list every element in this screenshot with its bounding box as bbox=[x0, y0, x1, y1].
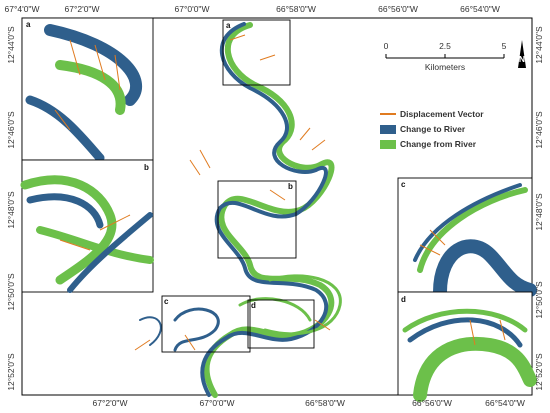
box-label: b bbox=[288, 182, 293, 191]
right-label: 12°46'0"S bbox=[534, 111, 544, 149]
legend-label: Change from River bbox=[400, 139, 477, 149]
top-label: 66°54'0"W bbox=[460, 4, 500, 14]
right-label: 12°48'0"S bbox=[534, 193, 544, 231]
vectors bbox=[134, 34, 331, 351]
inset-box-b bbox=[217, 180, 297, 259]
main-river bbox=[139, 22, 342, 398]
inset-c: c bbox=[397, 177, 537, 299]
inset-box-a bbox=[222, 19, 291, 86]
top-label: 67°4'0"W bbox=[5, 4, 40, 14]
box-label: d bbox=[251, 301, 256, 310]
bottom-label: 66°56'0"W bbox=[412, 398, 452, 408]
right-label: 12°52'0"S bbox=[534, 353, 544, 391]
inset-box-d bbox=[247, 299, 315, 349]
legend-label: Displacement Vector bbox=[400, 109, 484, 119]
top-label: 67°0'0"W bbox=[175, 4, 210, 14]
top-label: 67°2'0"W bbox=[65, 4, 100, 14]
bottom-label: 67°0'0"W bbox=[200, 398, 235, 408]
scale-unit: Kilometers bbox=[425, 62, 465, 72]
inset-b: b bbox=[20, 159, 154, 293]
bottom-label: 66°54'0"W bbox=[485, 398, 525, 408]
inset-label: a bbox=[26, 20, 31, 29]
left-label: 12°44'0"S bbox=[6, 26, 16, 64]
scale-bar: 0 2.5 5 Kilometers bbox=[384, 41, 507, 72]
top-label: 66°58'0"W bbox=[276, 4, 316, 14]
scale-tick: 0 bbox=[384, 41, 389, 51]
inset-d: d bbox=[397, 291, 537, 402]
left-label: 12°52'0"S bbox=[6, 353, 16, 391]
inset-a: a bbox=[21, 17, 154, 163]
box-label: a bbox=[226, 21, 231, 30]
left-label: 12°46'0"S bbox=[6, 111, 16, 149]
scale-tick: 5 bbox=[502, 41, 507, 51]
left-label: 12°48'0"S bbox=[6, 191, 16, 229]
legend-label: Change to River bbox=[400, 124, 466, 134]
inset-label: b bbox=[144, 163, 149, 172]
left-label: 12°50'0"S bbox=[6, 273, 16, 311]
scale-tick: 2.5 bbox=[439, 41, 451, 51]
right-label: 12°50'0"S bbox=[534, 281, 544, 319]
bottom-label: 67°2'0"W bbox=[93, 398, 128, 408]
top-label: 66°56'0"W bbox=[378, 4, 418, 14]
inset-label: d bbox=[401, 295, 406, 304]
right-label: 12°44'0"S bbox=[534, 26, 544, 64]
north-label: N bbox=[519, 54, 525, 64]
bottom-label: 66°58'0"W bbox=[305, 398, 345, 408]
north-arrow: N bbox=[518, 40, 526, 68]
box-label: c bbox=[164, 297, 169, 306]
legend: Displacement Vector Change to River Chan… bbox=[380, 109, 484, 149]
inset-label: c bbox=[401, 180, 406, 189]
inset-box-c bbox=[161, 295, 251, 353]
